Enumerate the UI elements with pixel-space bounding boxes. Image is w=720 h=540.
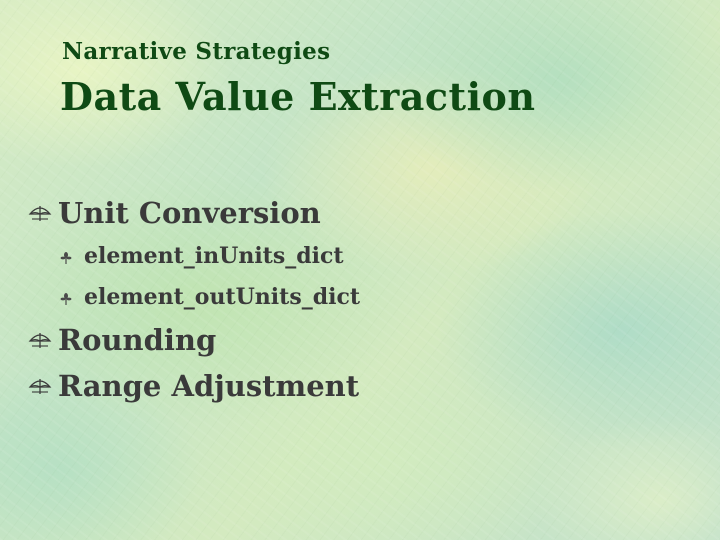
flower-icon	[60, 290, 84, 305]
bullet-range-adjustment: Range Adjustment	[28, 369, 359, 403]
bullet-label: Unit Conversion	[58, 196, 321, 230]
umbrella-icon	[28, 374, 58, 396]
bullet-rounding: Rounding	[28, 323, 216, 357]
bullet-unit-conversion: Unit Conversion	[28, 196, 321, 230]
slide-title: Data Value Extraction	[60, 74, 536, 119]
flower-icon	[60, 249, 84, 264]
bullet-label: element_inUnits_dict	[84, 243, 344, 269]
umbrella-icon	[28, 328, 58, 350]
bullet-label: Rounding	[58, 323, 217, 357]
bullet-element-inunits-dict: element_inUnits_dict	[60, 243, 344, 269]
bullet-element-outunits-dict: element_outUnits_dict	[60, 284, 360, 310]
umbrella-icon	[28, 201, 58, 223]
bullet-label: element_outUnits_dict	[84, 284, 360, 310]
bullet-label: Range Adjustment	[58, 369, 360, 403]
slide-subtitle: Narrative Strategies	[62, 38, 331, 65]
